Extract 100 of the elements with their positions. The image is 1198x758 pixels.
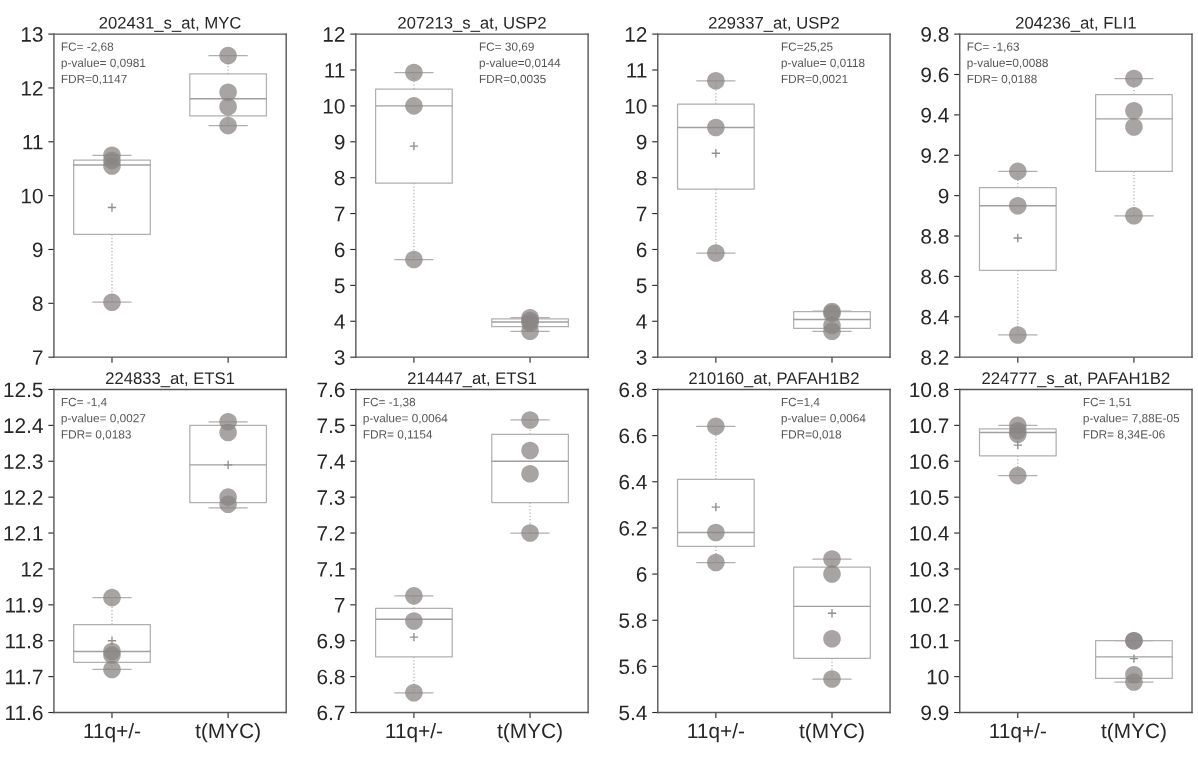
y-tick-label: 9 xyxy=(334,134,345,150)
y-tick-label: 10.8 xyxy=(910,382,949,398)
y-tick-label: 12.1 xyxy=(4,526,43,541)
y-tick-label: 8.4 xyxy=(921,309,949,325)
y-tick-label: 8 xyxy=(334,170,345,186)
annotation: p-value=0,0088 xyxy=(967,58,1048,70)
annotation: p-value= 7,88E-05 xyxy=(1083,413,1180,425)
annotation: FC= 30,69 xyxy=(479,42,534,53)
y-tick-label: 5 xyxy=(334,278,345,294)
y-tick-label: 12.2 xyxy=(4,490,43,505)
y-tick-label: 11 xyxy=(325,63,345,78)
annotation: FDR=0,1147 xyxy=(61,74,127,85)
y-tick-label: 5.8 xyxy=(619,613,647,628)
y-tick-label: 8.6 xyxy=(921,269,949,285)
annotation: FC= -1,38 xyxy=(363,397,416,408)
y-tick-label: 6.4 xyxy=(619,474,647,490)
y-tick-label: 10 xyxy=(323,98,345,114)
annotation: FDR= 0,0183 xyxy=(61,430,131,440)
annotation: FC= 1,51 xyxy=(1083,397,1132,408)
y-tick-label: 9.6 xyxy=(921,67,949,83)
chart-title: 202431_s_at, MYC xyxy=(99,16,241,32)
y-tick-label: 12.5 xyxy=(4,382,43,398)
y-tick-label: 6.8 xyxy=(619,382,647,398)
annotation: p-value= 0,0981 xyxy=(61,58,146,70)
y-tick-label: 10.5 xyxy=(910,490,949,505)
y-tick-label: 10.4 xyxy=(910,526,949,541)
annotation: FDR=0,018 xyxy=(781,430,842,440)
annotation: FC= -1,63 xyxy=(967,42,1020,53)
y-tick-label: 8 xyxy=(636,170,647,186)
y-tick-label: 6.9 xyxy=(317,633,345,649)
y-tick-label: 10.6 xyxy=(910,454,949,470)
y-tick-label: 11 xyxy=(627,63,647,78)
y-tick-label: 6.8 xyxy=(317,669,345,685)
y-tick-label: 7.5 xyxy=(317,418,345,434)
y-tick-label: 6.2 xyxy=(619,520,647,536)
y-tick-label: 9 xyxy=(938,188,949,204)
y-tick-label: 11.6 xyxy=(6,705,43,721)
y-tick-label: 11.9 xyxy=(6,597,43,613)
y-tick-label: 7.4 xyxy=(317,454,345,469)
x-tick-label: t(MYC) xyxy=(497,722,562,743)
y-tick-label: 7.6 xyxy=(317,382,345,398)
annotation: FC= -1,4 xyxy=(61,397,107,408)
y-tick-label: 5 xyxy=(636,278,647,294)
y-tick-label: 12 xyxy=(21,80,43,96)
y-tick-label: 7 xyxy=(334,206,345,222)
y-tick-label: 12 xyxy=(323,27,345,42)
annotation: p-value= 0,0064 xyxy=(781,413,866,425)
y-tick-label: 6 xyxy=(636,242,647,258)
y-tick-label: 3 xyxy=(334,350,345,365)
y-tick-label: 7 xyxy=(636,206,647,222)
chart-title: 224777_s_at, PAFAH1B2 xyxy=(982,372,1170,388)
y-tick-label: 9.8 xyxy=(921,27,949,42)
y-tick-label: 9.9 xyxy=(921,705,949,721)
y-tick-label: 10.2 xyxy=(910,597,949,613)
y-tick-label: 5.4 xyxy=(619,705,647,721)
x-tick-label: 11q+/- xyxy=(386,722,443,743)
y-tick-label: 4 xyxy=(334,314,345,329)
chart-title: 210160_at, PAFAH1B2 xyxy=(689,372,859,388)
x-tick-label: t(MYC) xyxy=(799,722,864,743)
annotation: FC=25,25 xyxy=(781,42,833,53)
x-tick-label: 11q+/- xyxy=(990,722,1046,743)
annotation: p-value= 0,0027 xyxy=(61,413,146,425)
y-tick-label: 10 xyxy=(927,669,949,685)
y-tick-label: 6.6 xyxy=(619,428,647,444)
y-tick-label: 12 xyxy=(21,561,43,577)
y-tick-label: 6.7 xyxy=(317,705,345,721)
y-tick-label: 10.3 xyxy=(910,561,949,577)
x-tick-label: t(MYC) xyxy=(195,722,260,743)
y-tick-label: 8.8 xyxy=(921,229,949,244)
chart-title: 207213_s_at, USP2 xyxy=(398,16,546,32)
y-tick-label: 6 xyxy=(636,567,647,582)
x-tick-label: 11q+/- xyxy=(84,722,141,743)
chart-title: 229337_at, USP2 xyxy=(708,16,839,32)
y-tick-label: 3 xyxy=(636,350,647,365)
y-tick-label: 11.7 xyxy=(6,669,43,685)
annotation: FDR=0,0035 xyxy=(479,74,546,85)
y-tick-label: 6 xyxy=(334,242,345,258)
y-tick-label: 12 xyxy=(625,27,647,42)
y-tick-label: 13 xyxy=(21,27,43,42)
chart-title: 214447_at, ETS1 xyxy=(407,372,537,388)
annotation: p-value= 0,0064 xyxy=(363,413,448,425)
y-tick-label: 10 xyxy=(21,188,43,204)
annotation: FC= -2,68 xyxy=(61,42,114,53)
chart-title: 204236_at, FLI1 xyxy=(1016,16,1136,32)
y-tick-label: 9 xyxy=(32,242,43,258)
y-tick-label: 10.1 xyxy=(910,633,949,649)
y-tick-label: 11 xyxy=(23,135,43,150)
annotation: FDR=0,0021 xyxy=(781,74,848,85)
y-tick-label: 11.8 xyxy=(6,633,43,649)
annotation: FDR= 8,34E-06 xyxy=(1083,430,1165,440)
chart-title: 224833_at, ETS1 xyxy=(106,372,235,388)
y-tick-label: 7.1 xyxy=(317,562,345,577)
y-tick-label: 5.6 xyxy=(619,659,647,675)
annotation: FC=1,4 xyxy=(781,397,820,408)
annotation: FDR= 0,0188 xyxy=(967,74,1037,85)
y-tick-label: 12.3 xyxy=(4,454,43,470)
x-tick-label: 11q+/- xyxy=(688,722,744,743)
x-tick-label: t(MYC) xyxy=(1101,722,1166,743)
y-tick-label: 9 xyxy=(636,134,647,150)
y-tick-label: 10 xyxy=(625,98,647,114)
